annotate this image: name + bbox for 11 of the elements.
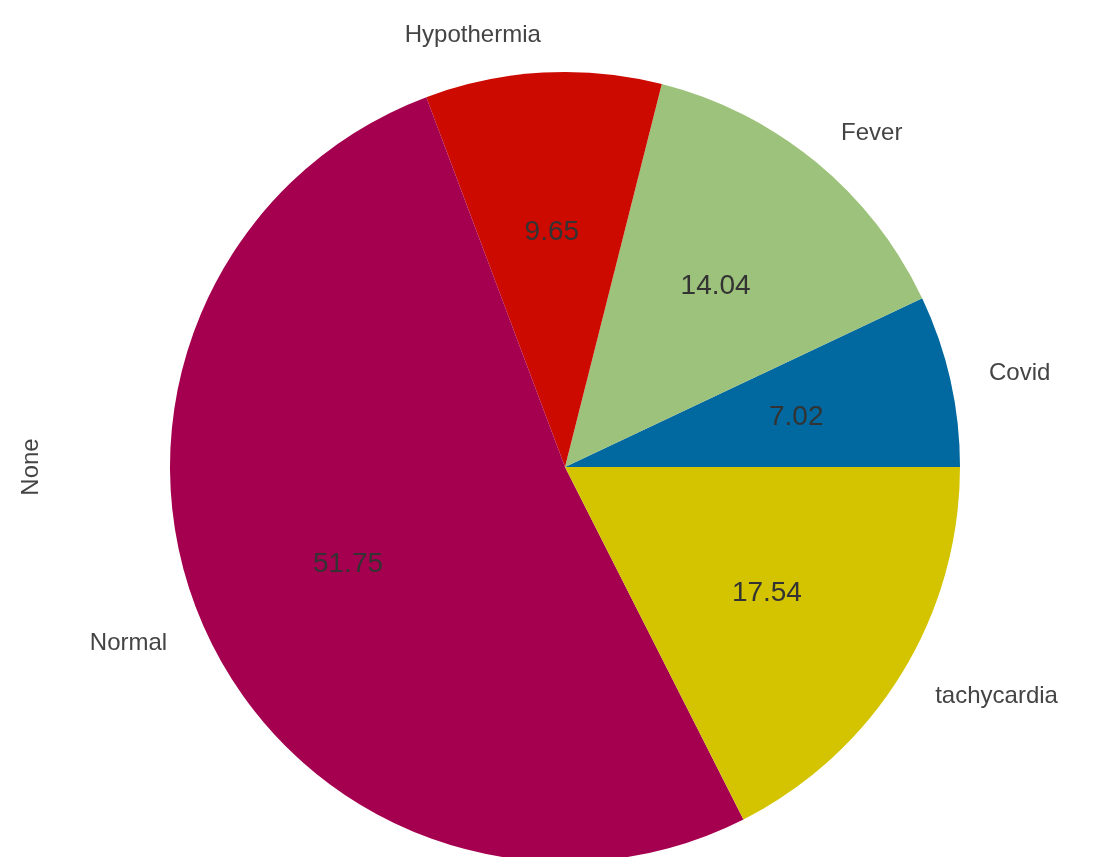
text: None xyxy=(16,438,44,496)
slice-label: Normal xyxy=(89,628,168,656)
slice-label: Hypothermia xyxy=(404,19,542,47)
slice-label: Fever xyxy=(841,118,903,146)
data-label: 14.04 xyxy=(680,268,751,300)
slice-label: Covid xyxy=(988,358,1051,386)
data-label: 51.75 xyxy=(312,546,384,578)
data-label: 9.65 xyxy=(524,214,580,246)
data-label: 7.02 xyxy=(769,399,824,431)
slice-label: tachycardia xyxy=(935,680,1059,708)
data-label: 17.54 xyxy=(731,575,802,607)
